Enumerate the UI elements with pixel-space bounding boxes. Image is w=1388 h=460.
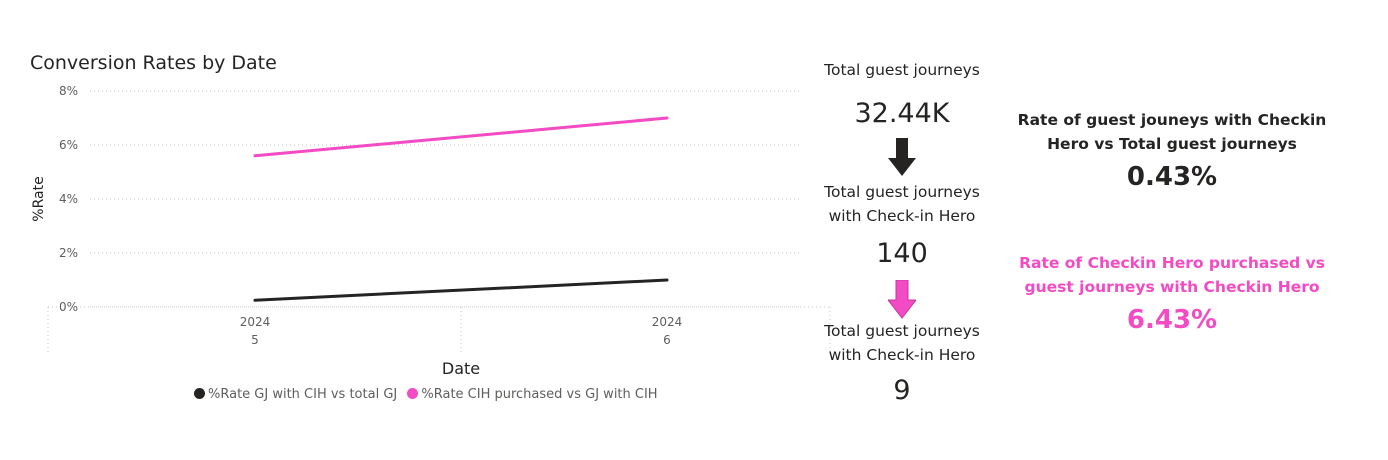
- y-tick-label: 8%: [59, 84, 78, 98]
- kpi-checkin-hero-rate: Rate of guest jouneys with Checkin Hero …: [1010, 108, 1334, 192]
- kpi-label: Rate of guest jouneys with Checkin Hero …: [1017, 111, 1327, 153]
- y-tick-label: 6%: [59, 138, 78, 152]
- gridlines: [47, 90, 831, 352]
- line-chart: Conversion Rates by Date 0% 2% 4% 6% 8% 2024…: [30, 52, 831, 378]
- x-tick-label: 6: [663, 333, 671, 347]
- kpi-purchase-rate: Rate of Checkin Hero purchased vs guest …: [1010, 251, 1334, 335]
- kpi-value: 0.43%: [1126, 162, 1218, 192]
- card-label: Total guest journeys: [824, 61, 980, 79]
- funnel-cards: Total guest journeys 32.44K Total guest …: [812, 0, 992, 460]
- x-axis-label: Date: [442, 359, 480, 378]
- card-label: Total guest journeys with Check-in Hero: [824, 322, 980, 364]
- card-value: 140: [876, 238, 928, 269]
- x-tick-label: 2024: [652, 315, 683, 329]
- card-value: 32.44K: [854, 98, 950, 129]
- legend-label: %Rate GJ with CIH vs total GJ: [208, 387, 398, 402]
- kpi-value: 6.43%: [1126, 305, 1218, 335]
- kpi-label: Rate of Checkin Hero purchased vs guest …: [1019, 254, 1325, 296]
- y-axis-ticks: 0% 2% 4% 6% 8%: [59, 84, 78, 314]
- legend-label: %Rate CIH purchased vs GJ with CIH: [421, 387, 658, 402]
- x-axis-ticks: 2024 5 2024 6: [240, 315, 683, 347]
- y-tick-label: 4%: [59, 192, 78, 206]
- arrow-down-icon: [888, 280, 916, 319]
- chart-legend: %Rate GJ with CIH vs total GJ %Rate CIH …: [194, 387, 664, 402]
- legend-dot-icon: [407, 388, 419, 399]
- y-tick-label: 0%: [59, 300, 78, 314]
- legend-item-series-2[interactable]: %Rate CIH purchased vs GJ with CIH: [407, 387, 658, 402]
- legend-item-series-1[interactable]: %Rate GJ with CIH vs total GJ: [194, 387, 401, 402]
- series-line-2[interactable]: [253, 116, 669, 158]
- series-lines: [253, 116, 669, 302]
- card-label: Total guest journeys with Check-in Hero: [824, 183, 980, 225]
- y-tick-label: 2%: [59, 246, 78, 260]
- card-value: 9: [893, 375, 911, 406]
- chart-title: Conversion Rates by Date: [30, 52, 277, 74]
- series-line-1[interactable]: [253, 278, 669, 302]
- legend-dot-icon: [194, 388, 205, 399]
- y-axis-label: %Rate: [31, 176, 47, 221]
- x-tick-label: 2024: [240, 315, 271, 329]
- x-tick-label: 5: [251, 333, 259, 347]
- arrow-down-icon: [888, 138, 916, 176]
